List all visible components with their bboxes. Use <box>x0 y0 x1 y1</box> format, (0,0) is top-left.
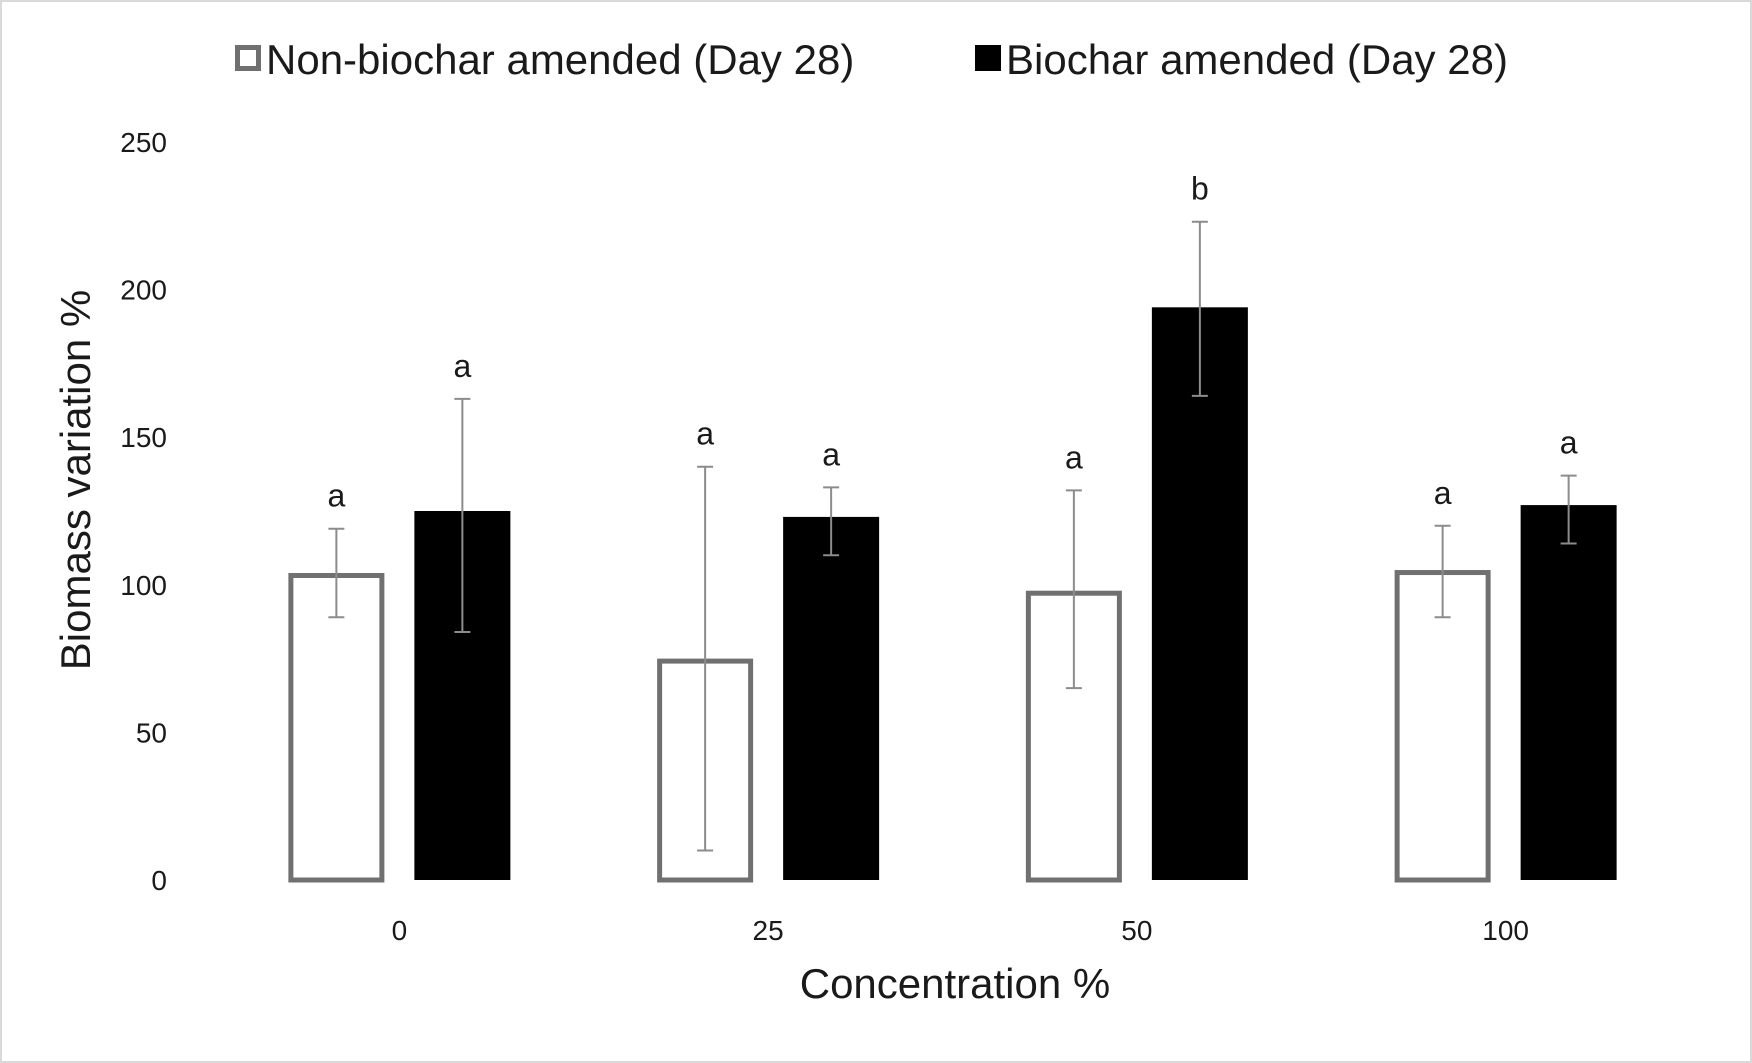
legend-item-non-biochar: Non-biochar amended (Day 28) <box>235 36 854 83</box>
x-tick-label: 50 <box>1121 915 1152 946</box>
significance-labels: a a a a a a b a <box>327 171 1577 514</box>
significance-label: a <box>1560 425 1578 461</box>
y-tick-label: 250 <box>120 127 167 158</box>
bar-non-biochar-100 <box>1394 570 1491 883</box>
significance-label: a <box>1434 475 1452 511</box>
bar-non-biochar-0 <box>288 572 385 883</box>
x-tick-label: 25 <box>753 915 784 946</box>
y-axis-title: Biomass variation % <box>52 290 99 670</box>
significance-label: a <box>696 416 714 452</box>
bar-biochar-100 <box>1520 505 1617 880</box>
legend-label: Biochar amended (Day 28) <box>1006 36 1508 83</box>
errorbar-non-biochar-25 <box>697 465 714 852</box>
y-tick-label: 200 <box>120 275 167 306</box>
errorbar-non-biochar-0 <box>328 527 345 619</box>
y-tick-label: 50 <box>136 717 167 748</box>
error-bars <box>328 220 1577 852</box>
legend-swatch <box>235 45 261 71</box>
errorbar-non-biochar-50 <box>1065 489 1082 690</box>
errorbar-biochar-50 <box>1191 220 1208 397</box>
errorbar-biochar-0 <box>454 397 471 634</box>
y-tick-label: 100 <box>120 570 167 601</box>
x-tick-label: 100 <box>1482 915 1529 946</box>
errorbar-non-biochar-100 <box>1434 524 1451 619</box>
significance-label: b <box>1191 171 1209 207</box>
y-tick-label: 150 <box>120 422 167 453</box>
y-axis-ticks: 0 50 100 150 200 250 <box>120 127 167 896</box>
x-tick-label: 0 <box>392 915 408 946</box>
legend-item-biochar: Biochar amended (Day 28) <box>975 36 1508 83</box>
errorbar-biochar-25 <box>823 486 840 557</box>
y-tick-label: 0 <box>151 865 167 896</box>
legend-label: Non-biochar amended (Day 28) <box>266 36 854 83</box>
significance-label: a <box>327 478 345 514</box>
x-axis-title: Concentration % <box>800 960 1111 1007</box>
errorbar-biochar-100 <box>1560 474 1577 545</box>
bar-biochar-50 <box>1151 307 1248 880</box>
legend: Non-biochar amended (Day 28) Biochar amen… <box>235 36 1508 83</box>
bar-biochar-25 <box>783 516 880 880</box>
x-axis-ticks: 0 25 50 100 <box>392 915 1529 946</box>
significance-label: a <box>1065 439 1083 475</box>
bars <box>288 307 1617 883</box>
legend-swatch <box>975 45 1001 71</box>
significance-label: a <box>453 348 471 384</box>
significance-label: a <box>822 436 840 472</box>
